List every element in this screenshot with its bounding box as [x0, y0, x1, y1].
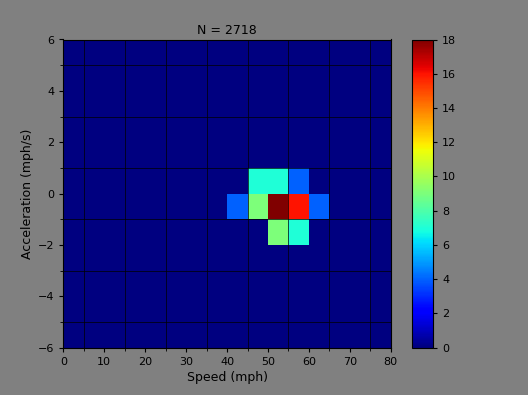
Y-axis label: Acceleration (mph/s): Acceleration (mph/s) — [21, 128, 34, 259]
Title: N = 2718: N = 2718 — [197, 24, 257, 37]
X-axis label: Speed (mph): Speed (mph) — [186, 371, 268, 384]
